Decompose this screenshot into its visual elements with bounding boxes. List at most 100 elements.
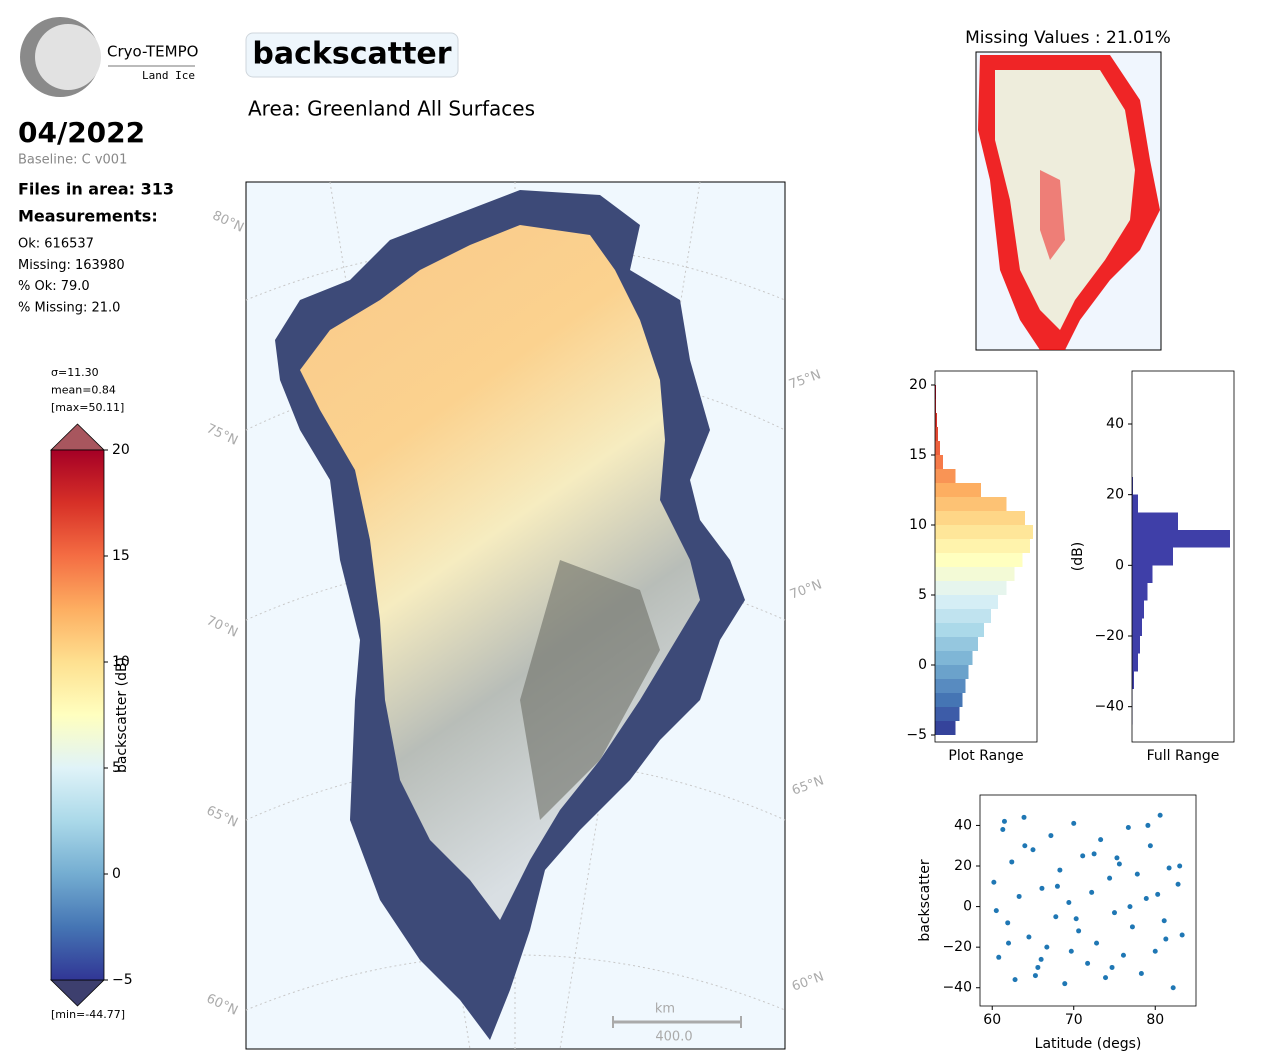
histogram-bar: [935, 511, 1025, 525]
scatter-point: [1032, 973, 1038, 979]
histogram-bar: [935, 721, 956, 735]
histogram-bar: [935, 469, 956, 483]
scatter-point: [1127, 904, 1133, 910]
scatter-point: [1016, 893, 1022, 899]
histogram-bar: [935, 497, 1007, 511]
scatter-point: [1062, 981, 1068, 987]
scatter-point: [1114, 855, 1120, 861]
scatter-point: [1177, 863, 1183, 869]
lat-label: 60°N: [790, 969, 826, 994]
scatter-point: [993, 908, 999, 914]
y-tick-label: 5: [918, 587, 927, 603]
histogram-bar: [935, 455, 944, 469]
scatter-point: [1155, 891, 1161, 897]
histogram-bar: [935, 595, 999, 609]
y-tick-label: −20: [1094, 628, 1124, 644]
y-tick-label: −40: [942, 980, 972, 996]
y-tick-label: 10: [909, 517, 927, 533]
histogram-bar: [935, 413, 938, 427]
scatter-point: [1129, 924, 1135, 930]
scatter-point: [1179, 932, 1185, 938]
scatter-point: [1094, 940, 1100, 946]
plot-frame: [1131, 370, 1235, 743]
histogram-bar: [935, 567, 1015, 581]
scatter-point: [1089, 889, 1095, 895]
scatter-point: [1068, 948, 1074, 954]
histogram-bar: [935, 707, 960, 721]
scatter-point: [1012, 977, 1018, 983]
scatter-point: [1103, 975, 1109, 981]
x-tick-label: 70: [1065, 1012, 1083, 1028]
stat-line: % Missing: 21.0: [18, 300, 120, 315]
scatter-point: [1053, 914, 1059, 920]
histogram-bar: [1132, 583, 1148, 601]
colorbar-tick-label: 5: [112, 760, 121, 776]
scatter-point: [1120, 952, 1126, 958]
scatter-point: [1138, 971, 1144, 977]
histogram-bar: [1132, 636, 1141, 654]
scatter-point: [1163, 936, 1169, 942]
histogram-bar: [1132, 565, 1153, 583]
scatter-point: [1091, 851, 1097, 857]
y-tick-label: 40: [954, 817, 972, 833]
scatter-point: [1066, 900, 1072, 906]
histogram-bar: [935, 609, 992, 623]
scatter-point: [1030, 847, 1036, 853]
histogram-bar: [1132, 530, 1230, 548]
scatter-point: [1157, 812, 1163, 818]
scatter-point: [1057, 867, 1063, 873]
colorbar-stat: [max=50.11]: [51, 401, 124, 414]
colorbar: [50, 449, 105, 981]
colorbar-tick-label: 20: [112, 442, 130, 458]
title: backscatter: [252, 37, 451, 72]
scatter-point: [1085, 960, 1091, 966]
histogram-bar: [935, 539, 1030, 553]
y-tick-label: 20: [909, 377, 927, 393]
histogram-bar: [935, 427, 939, 441]
logo-name: Cryo-TEMPO: [107, 43, 198, 61]
scatter-point: [1152, 948, 1158, 954]
scatter-point: [1107, 875, 1113, 881]
baseline: Baseline: C v001: [18, 153, 127, 168]
histogram-bar: [935, 651, 973, 665]
scatter-point: [1035, 964, 1041, 970]
date: 04/2022: [18, 116, 145, 149]
measurements: Measurements:: [18, 207, 158, 226]
scatter-point: [1098, 837, 1104, 843]
scatter-point: [1038, 956, 1044, 962]
scatter-point: [1111, 910, 1117, 916]
histogram-bar: [1132, 600, 1145, 619]
scatter-point: [1048, 833, 1054, 839]
plot-frame: [934, 370, 1038, 743]
stat-line: Missing: 163980: [18, 258, 125, 273]
colorbar-tick-label: −5: [112, 972, 133, 988]
scale-label: 400.0: [655, 1030, 692, 1045]
scatter-point: [1005, 920, 1011, 926]
scatter-point: [1143, 895, 1149, 901]
histogram-bar: [935, 399, 937, 413]
histogram-bar: [935, 385, 937, 399]
histogram-bar: [1132, 618, 1143, 636]
stat-line: Ok: 616537: [18, 237, 94, 252]
lat-label: 70°N: [788, 577, 824, 602]
scatter-point: [1170, 985, 1176, 991]
histogram-bar: [1132, 653, 1139, 672]
logo: Cryo-TEMPO Land Ice: [20, 17, 198, 97]
y-tick-label: 0: [918, 657, 927, 673]
scatter-point: [1071, 820, 1077, 826]
histogram-bar: [935, 679, 966, 693]
files: Files in area: 313: [18, 180, 174, 199]
scale-unit: km: [655, 1002, 675, 1017]
histogram-bar: [1132, 547, 1173, 566]
scatter-point: [1161, 918, 1167, 924]
missing-title: Missing Values : 21.01%: [965, 28, 1171, 48]
histogram-bar: [935, 623, 984, 637]
scatter-point: [996, 954, 1002, 960]
scatter-point: [1166, 865, 1172, 871]
scatter-point: [1001, 818, 1007, 824]
histogram-bar: [1132, 671, 1135, 689]
x-tick-label: 60: [983, 1012, 1001, 1028]
y-axis-label: backscatter: [917, 859, 933, 941]
title-box: [245, 32, 459, 78]
colorbar-label: backscatter (dB): [114, 657, 130, 773]
